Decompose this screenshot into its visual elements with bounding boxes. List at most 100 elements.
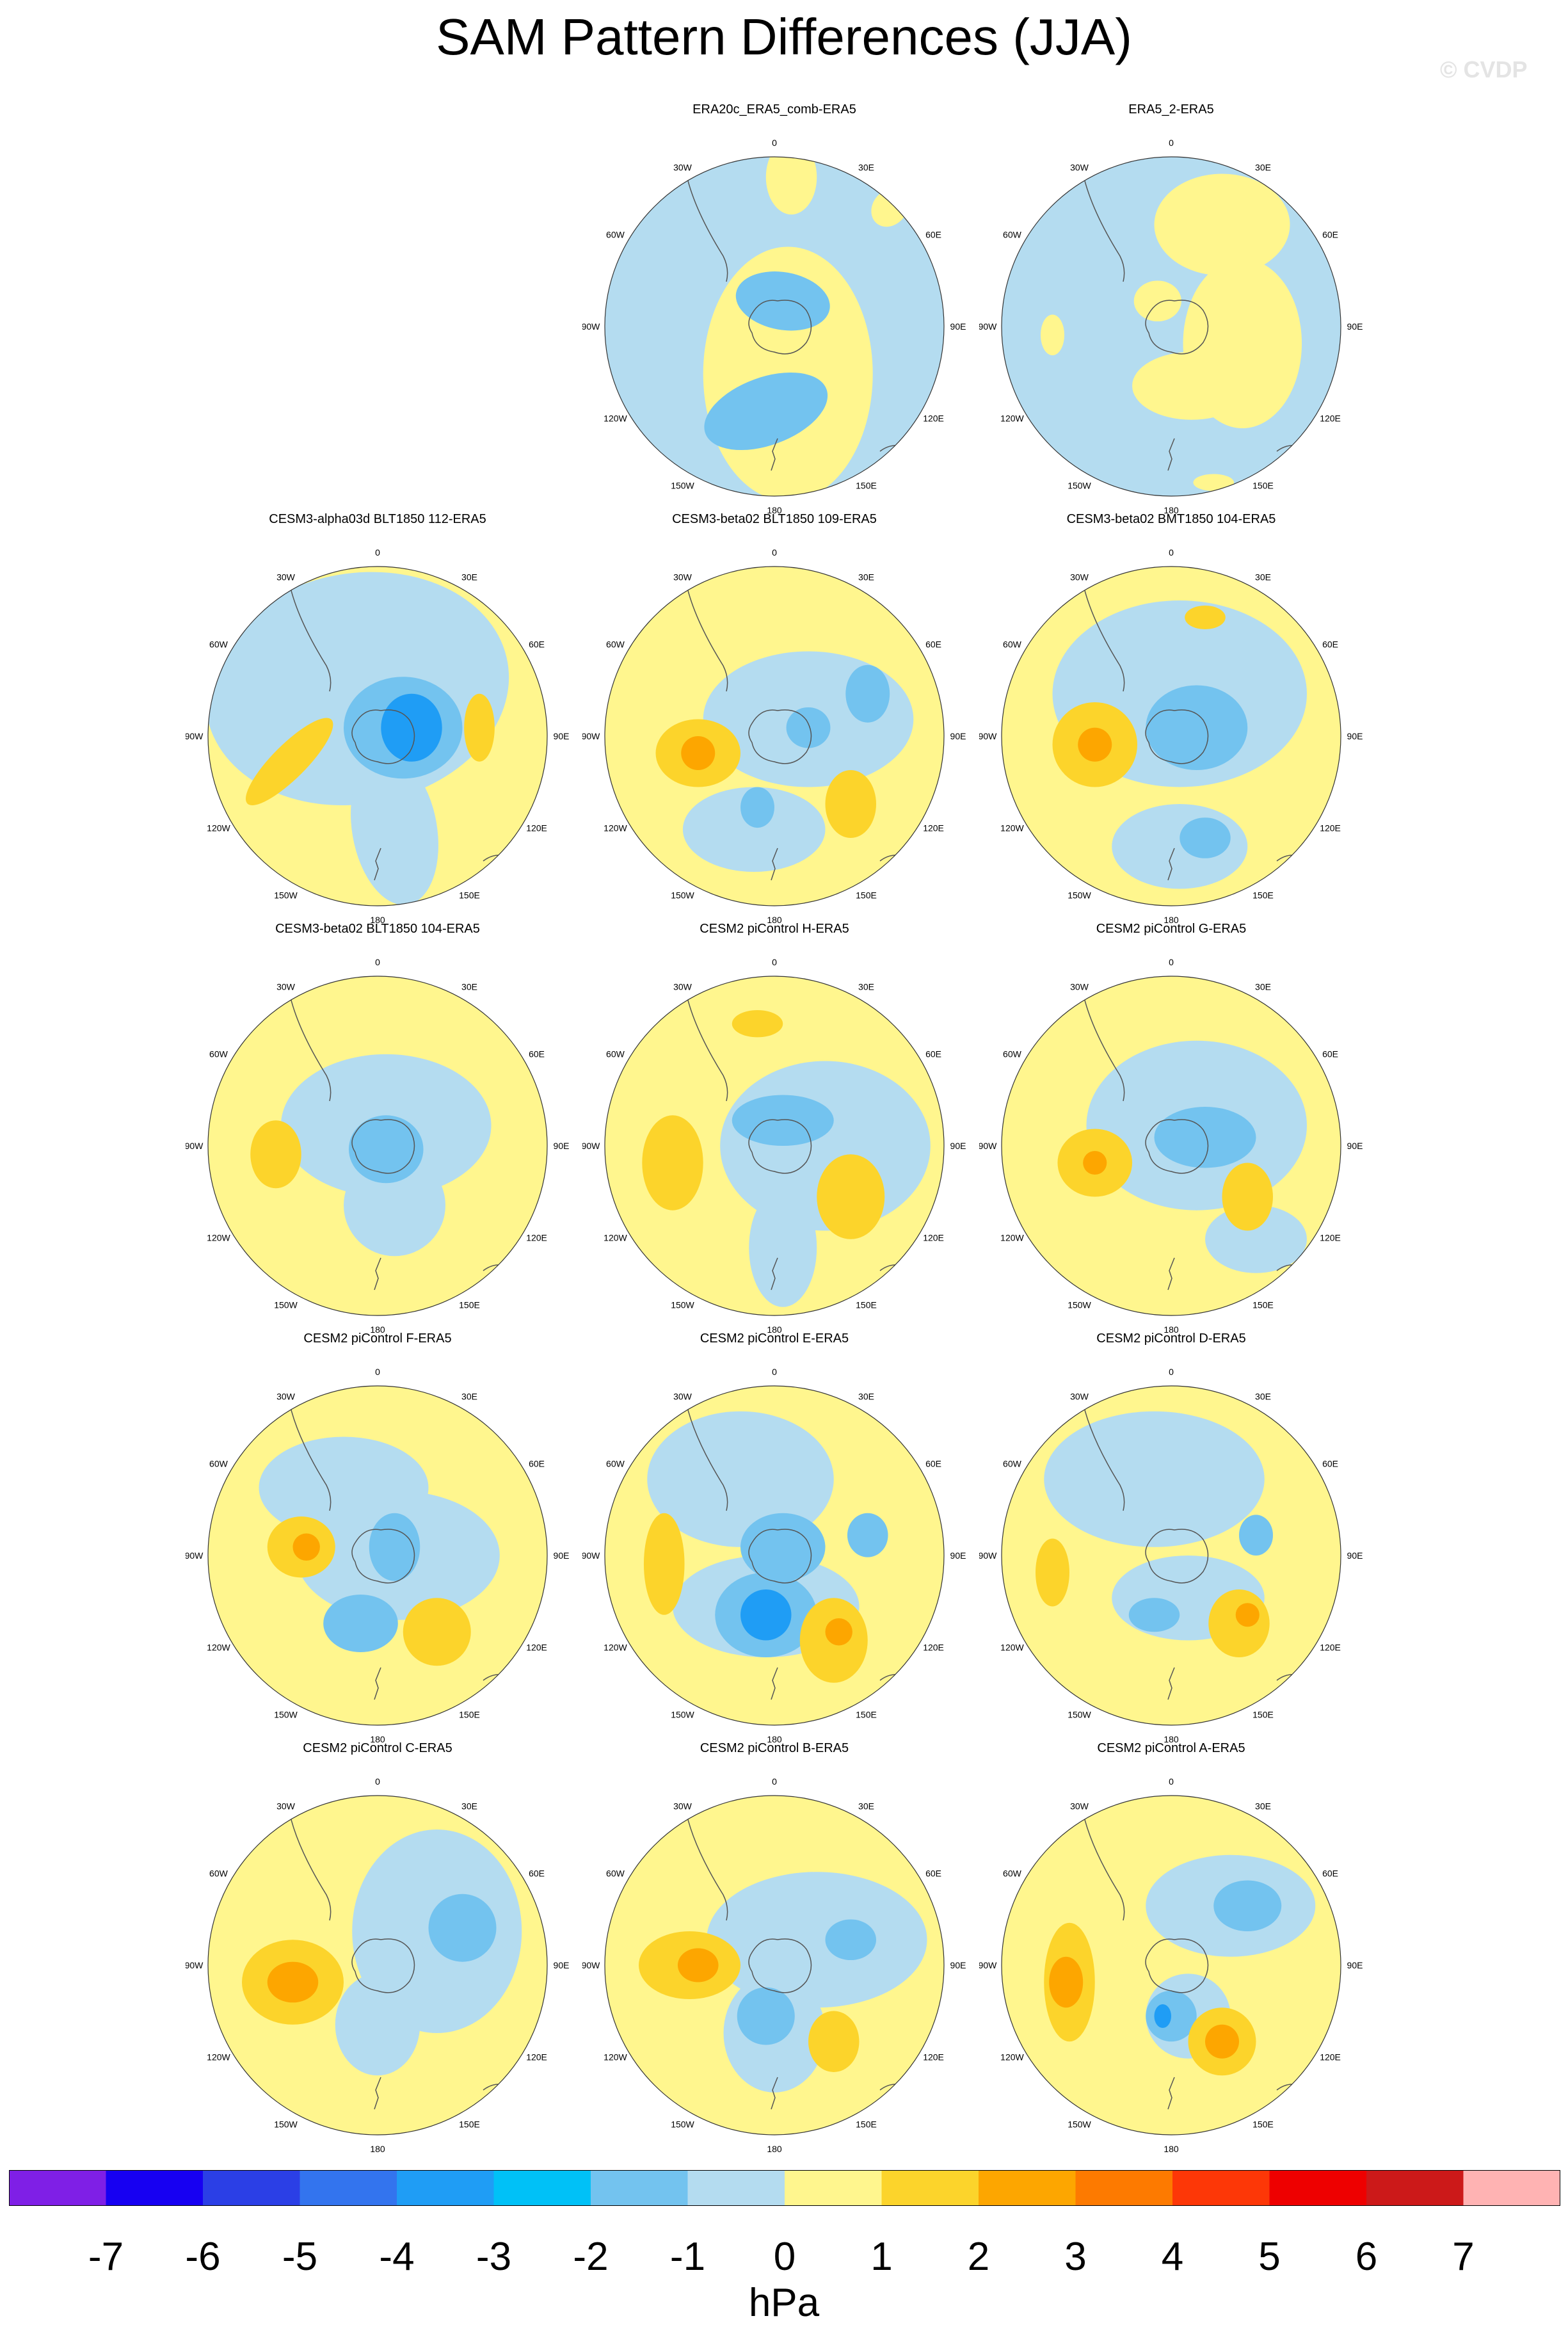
south-america-coastline: [1081, 575, 1125, 692]
longitude-label: 0: [375, 1367, 380, 1377]
contour-region: [740, 1589, 792, 1641]
longitude-label: 60W: [209, 1459, 228, 1469]
new-zealand-coastline: [771, 2077, 778, 2110]
colorbar-segment: [203, 2170, 300, 2206]
longitude-label: 150E: [856, 1710, 877, 1720]
polar-map: 0 30E 60E 90E 120E 150E 180 150W 120W 90W 60W 30W: [186, 1776, 569, 2154]
longitude-label: 90W: [582, 1960, 600, 1970]
longitude-label: 30E: [461, 981, 477, 992]
longitude-label: 90E: [554, 1141, 570, 1151]
longitude-label: 120W: [1000, 823, 1024, 833]
longitude-label: 60W: [1003, 1459, 1022, 1469]
polar-map: 0 30E 60E 90E 120E 150E 180 150W 120W 90W 60W 30W: [186, 547, 569, 925]
longitude-label: 30W: [1070, 572, 1089, 582]
map-panel: CESM2 piControl C-ERA5 0 30E 60E 90E 120E 150E…: [186, 1741, 570, 2154]
panel-title: CESM3-alpha03d BLT1850 112-ERA5: [269, 512, 486, 526]
antarctica-coastline: [351, 1119, 415, 1174]
field-background: [1002, 157, 1341, 496]
contour-region: [845, 664, 890, 723]
contour-region: [1205, 1205, 1307, 1273]
contour-region: [369, 1513, 420, 1581]
contour-region: [348, 1115, 424, 1184]
longitude-label: 0: [772, 1367, 777, 1377]
contour-region: [323, 1594, 398, 1653]
contour-region: [825, 770, 876, 838]
colorbar-segment: [1366, 2170, 1464, 2206]
map-border: [604, 156, 945, 497]
longitude-label: 90E: [950, 1960, 966, 1970]
antarctica-coastline: [748, 1119, 812, 1174]
longitude-label: 120W: [1000, 414, 1024, 424]
longitude-label: 90W: [979, 1550, 997, 1561]
map-panel: CESM3-beta02 BLT1850 104-ERA5 0 30E 60E 90E 1…: [186, 922, 570, 1335]
longitude-label: 60W: [209, 1049, 228, 1059]
contour-region: [704, 372, 828, 451]
longitude-label: 180: [1164, 505, 1179, 515]
longitude-label: 150W: [1068, 890, 1091, 901]
new-zealand-coastline: [374, 1257, 381, 1291]
colorbar-tick: -7: [88, 2235, 124, 2279]
colorbar-segment: [1075, 2170, 1173, 2206]
antarctica-coastline: [1145, 1529, 1209, 1584]
contour-field: [208, 1386, 547, 1725]
longitude-label: 150E: [1252, 2119, 1274, 2130]
longitude-label: 120E: [1320, 1233, 1341, 1243]
contour-region: [1154, 173, 1290, 276]
longitude-label: 180: [1164, 2144, 1179, 2154]
longitude-label: 150W: [274, 1300, 298, 1310]
watermark: © CVDP: [1440, 56, 1528, 83]
longitude-label: 30E: [858, 981, 874, 992]
new-zealand-coastline: [771, 848, 778, 881]
colorbar-tick: -3: [476, 2235, 512, 2279]
longitude-label: 180: [1164, 1734, 1179, 1744]
colorbar-tick: -5: [282, 2235, 318, 2279]
antarctica-coastline: [748, 300, 812, 355]
colorbar-tick: 7: [1452, 2235, 1475, 2279]
longitude-label: 180: [370, 2144, 385, 2154]
antarctica-coastline: [748, 1938, 812, 1993]
longitude-label: 150E: [856, 890, 877, 901]
page-title: SAM Pattern Differences (JJA): [436, 8, 1132, 65]
colorbar-segment: [687, 2170, 785, 2206]
longitude-label: 180: [1164, 915, 1179, 925]
longitude-label: 60E: [925, 639, 941, 650]
contour-region: [1205, 2024, 1239, 2059]
contour-region: [825, 1919, 876, 1961]
colorbar-tick: 2: [967, 2235, 990, 2279]
contour-region: [1180, 817, 1231, 858]
contour-region: [740, 1513, 826, 1581]
longitude-label: 60W: [606, 1049, 625, 1059]
map-panel: CESM2 piControl B-ERA5 0 30E 60E 90E 120E 150E…: [582, 1741, 966, 2154]
longitude-label: 150W: [274, 890, 298, 901]
contour-region: [732, 1095, 834, 1146]
colorbar-frame: [9, 2170, 1560, 2206]
map-border: [604, 976, 945, 1316]
contour-region: [351, 753, 438, 905]
colorbar-tick: 3: [1064, 2235, 1087, 2279]
longitude-label: 0: [375, 547, 380, 558]
longitude-label: 150W: [1068, 1300, 1091, 1310]
map-border: [1001, 1385, 1341, 1726]
contour-region: [737, 1987, 795, 2045]
new-zealand-coastline: [374, 1667, 381, 1700]
longitude-label: 90E: [950, 321, 966, 332]
colorbar-segment: [1172, 2170, 1270, 2206]
longitude-label: 60E: [925, 230, 941, 240]
panel-title: CESM2 piControl F-ERA5: [303, 1331, 452, 1346]
contour-field: [1002, 1796, 1341, 2135]
polar-map: 0 30E 60E 90E 120E 150E 180 150W 120W 90W 60W 30W: [582, 1367, 966, 1744]
panel-title: CESM2 piControl D-ERA5: [1096, 1331, 1246, 1346]
longitude-label: 90W: [979, 1141, 997, 1151]
polar-map: 0 30E 60E 90E 120E 150E 180 150W 120W 90W 60W 30W: [186, 957, 570, 1335]
longitude-label: 180: [767, 1734, 782, 1744]
longitude-label: 120W: [207, 823, 230, 833]
south-america-coastline: [684, 1395, 728, 1511]
contour-region: [1239, 1515, 1273, 1556]
contour-region: [647, 1411, 834, 1547]
south-america-coastline: [287, 575, 332, 692]
longitude-label: 180: [370, 1734, 385, 1744]
contour-region: [1044, 1411, 1265, 1547]
antarctica-coastline: [1145, 1119, 1209, 1174]
contour-region: [1040, 314, 1065, 356]
map-border: [207, 1795, 548, 2135]
